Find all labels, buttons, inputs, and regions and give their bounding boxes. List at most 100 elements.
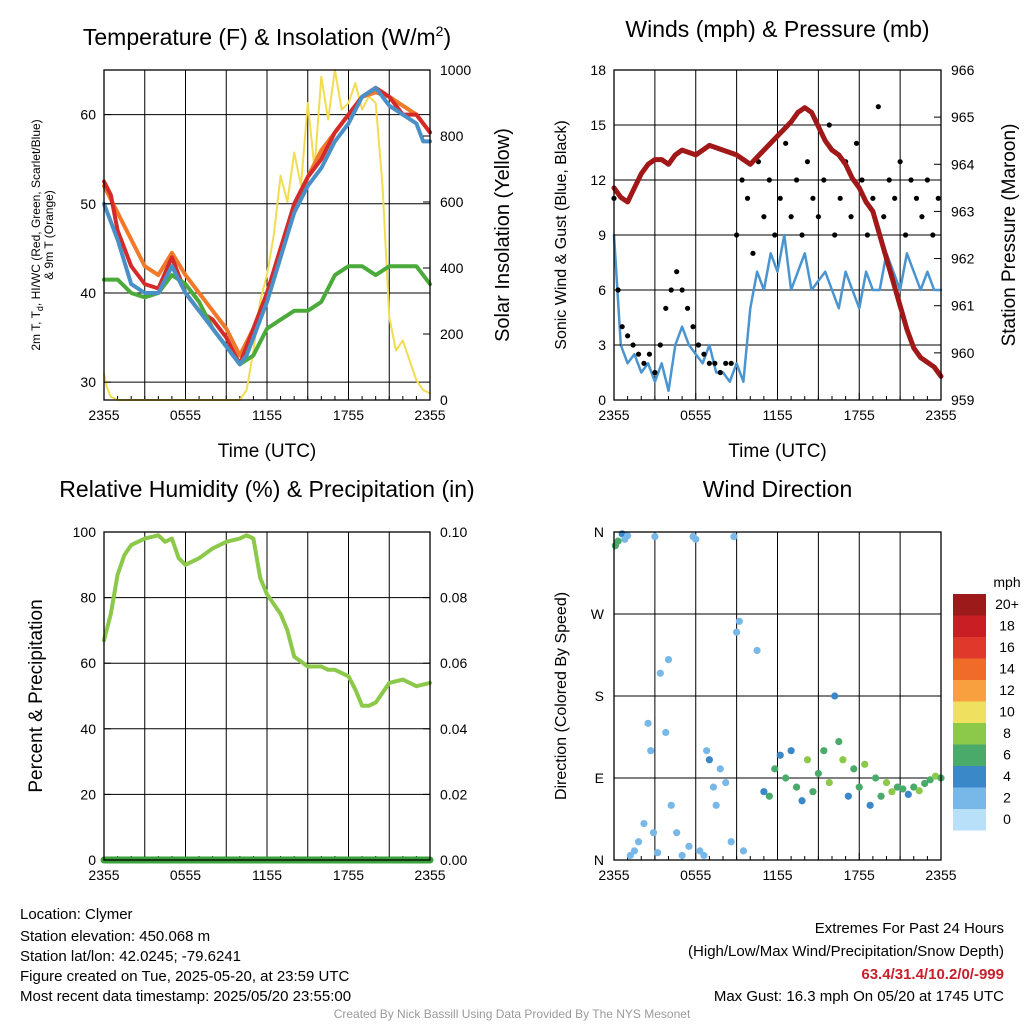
direction-point [753, 646, 761, 655]
direction-point [893, 783, 902, 791]
gust-point [908, 177, 914, 183]
direction-point [656, 669, 664, 677]
y-tick-label: 60 [80, 655, 96, 671]
gust-point [717, 369, 723, 376]
extremes-subtitle: (High/Low/Max Wind/Precipitation/Snow De… [688, 943, 1004, 960]
gust-point [930, 232, 936, 238]
y-right-tick-label: 963 [951, 203, 975, 219]
gust-point [668, 287, 674, 293]
y-right-tick-label: 0.02 [440, 786, 467, 802]
direction-point [703, 747, 711, 755]
gust-point [913, 195, 920, 201]
direction-point [727, 838, 735, 846]
gust-point [848, 214, 854, 220]
gust-point [777, 195, 783, 201]
legend-label: 8 [1003, 725, 1011, 741]
direction-point [910, 783, 918, 791]
gust-point [902, 232, 909, 238]
gust-point [744, 195, 751, 201]
direction-point [614, 537, 622, 545]
y-axis-label: Direction (Colored By Speed) [553, 592, 570, 800]
gust-point [837, 195, 843, 201]
legend-swatch [953, 809, 986, 831]
plot-border [103, 69, 431, 401]
direction-point [888, 788, 896, 796]
y-tick-label: E [595, 770, 604, 786]
gust-point [734, 232, 740, 238]
direction-point [831, 692, 839, 700]
gust-point [761, 214, 767, 220]
x-tick-label: 2355 [598, 407, 629, 423]
y-right-tick-label: 961 [951, 298, 975, 314]
created-label: Figure created on Tue, 2025-05-20, at 23… [20, 968, 350, 985]
legend-swatch [953, 766, 986, 788]
gust-point [804, 159, 811, 165]
x-tick-label: 2355 [88, 407, 119, 423]
gust-point [674, 269, 680, 275]
y-right-tick-label: 0.10 [440, 524, 467, 540]
y-tick-label: 0 [88, 852, 96, 868]
direction-point [844, 792, 852, 800]
plot-border [613, 69, 942, 401]
y-right-tick-label: 1000 [440, 62, 471, 78]
y-tick-label: N [594, 524, 604, 540]
x-axis-label: Time (UTC) [728, 441, 827, 462]
y-right-tick-label: 965 [951, 109, 975, 125]
legend-label: 10 [999, 704, 1015, 720]
y-right-tick-label: 966 [951, 62, 975, 78]
y-tick-label: 60 [80, 107, 96, 123]
direction-point [926, 776, 934, 784]
x-tick-label: 2355 [414, 407, 445, 423]
x-tick-label: 1155 [762, 867, 792, 883]
gust-point [646, 351, 653, 357]
direction-point [771, 765, 779, 773]
y-right-tick-label: 400 [440, 260, 464, 276]
y-tick-label: 40 [80, 285, 96, 301]
y-right-tick-label: 0.06 [440, 655, 467, 671]
extremes-title: Extremes For Past 24 Hours [814, 920, 1004, 937]
y-right-tick-label: 0.08 [440, 590, 467, 606]
direction-point [776, 751, 784, 759]
y-tick-label: 40 [80, 721, 96, 737]
direction-point [685, 842, 693, 850]
direction-point [739, 847, 748, 855]
gust-point [663, 305, 669, 311]
y-tick-label: 12 [590, 172, 606, 188]
direction-point [735, 617, 743, 625]
direction-point [872, 774, 880, 782]
gust-point [919, 214, 925, 220]
y-tick-label: 50 [80, 196, 96, 212]
x-tick-label: 1155 [762, 407, 792, 423]
y-right-tick-label: 0.04 [440, 721, 467, 737]
x-tick-label: 0555 [680, 407, 711, 423]
series-line [102, 85, 432, 367]
ylabel-part: 2m T, T [29, 310, 43, 350]
gust-point [815, 214, 821, 220]
direction-point [712, 801, 720, 809]
gust-point [619, 324, 625, 330]
y-tick-label: 100 [73, 524, 97, 540]
direction-point [835, 737, 843, 746]
gust-point [652, 369, 658, 376]
direction-point [692, 535, 700, 543]
y-axis-label-line2: & 9m T (Orange) [42, 190, 56, 280]
legend-swatch [953, 680, 986, 702]
x-tick-label: 1155 [252, 867, 282, 883]
direction-point [915, 787, 923, 795]
y-tick-label: 18 [590, 62, 606, 78]
gust-point [897, 159, 903, 165]
direction-point [630, 847, 639, 855]
y-axis-label: 2m T, Td, HI/WC (Red, Green, Scarlet/Blu… [29, 119, 45, 350]
gust-point [853, 140, 860, 146]
max-gust-label: Max Gust: 16.3 mph On 05/20 at 1745 UTC [713, 988, 1004, 1005]
plot-border [613, 531, 942, 861]
gust-point [679, 287, 685, 293]
y-right-axis-label: Station Pressure (Maroon) [999, 124, 1020, 347]
direction-point [733, 628, 741, 636]
legend-label: 2 [1003, 790, 1011, 806]
direction-point [803, 756, 812, 764]
direction-point [899, 785, 907, 793]
gust-point [690, 324, 696, 330]
direction-point [765, 792, 773, 800]
direction-point [855, 783, 863, 791]
